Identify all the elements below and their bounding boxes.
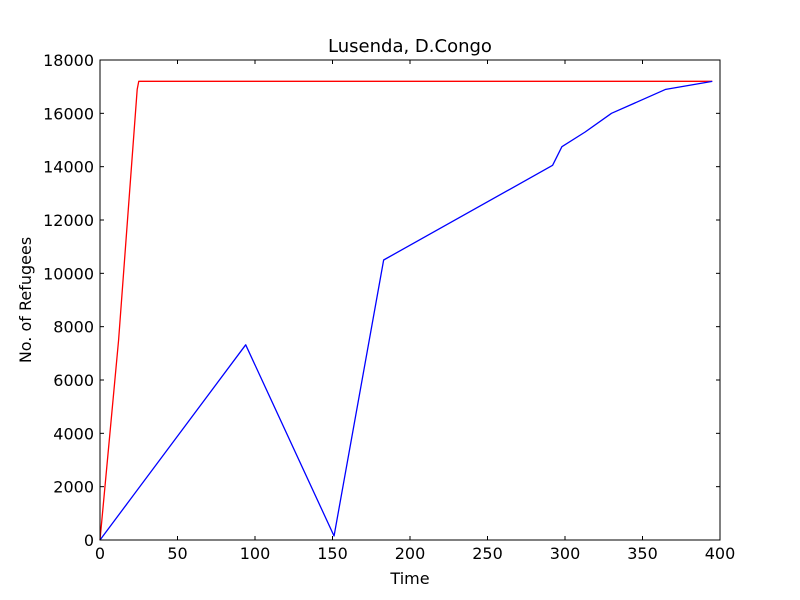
y-tick-label: 0 [84,531,94,550]
y-tick-label: 12000 [43,211,94,230]
x-tick-label: 400 [705,544,736,563]
x-tick-label: 300 [550,544,581,563]
y-tick-label: 2000 [53,478,94,497]
x-tick-label: 350 [627,544,658,563]
plot-frame [99,59,721,541]
x-tick-label: 200 [395,544,426,563]
y-axis-label: No. of Refugees [16,237,35,363]
x-tick-label: 100 [240,544,271,563]
ticks-layer: 0 50 100 150 200 250 300 350 4000200040006000800… [43,51,735,563]
series-line-2 [99,80,713,541]
x-axis-label: Time [389,569,429,588]
y-tick-label: 16000 [43,104,94,123]
x-tick-label: 250 [472,544,503,563]
y-tick-label: 10000 [43,264,94,283]
x-tick-label: 150 [317,544,348,563]
y-tick-label: 14000 [43,158,94,177]
series-line-1 [99,80,713,541]
y-tick-label: 8000 [53,318,94,337]
y-tick-label: 6000 [53,371,94,390]
y-tick-label: 4000 [53,424,94,443]
chart-title: Lusenda, D.Congo [328,36,492,57]
y-tick-label: 18000 [43,51,94,70]
x-tick-label: 50 [167,544,187,563]
x-tick-label: 0 [95,544,105,563]
series-layer [99,80,713,541]
